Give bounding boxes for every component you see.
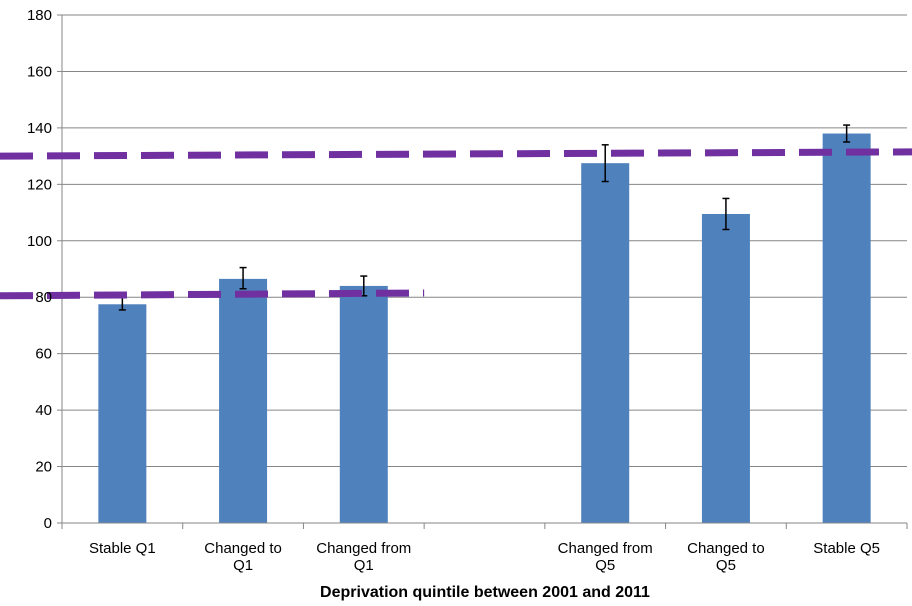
y-tick-label: 60 <box>35 346 52 363</box>
y-tick-label: 20 <box>35 459 52 476</box>
bars <box>98 133 871 524</box>
bar <box>98 304 147 523</box>
x-axis-title: Deprivation quintile between 2001 and 20… <box>320 584 650 601</box>
bar <box>822 133 871 524</box>
error-bar <box>722 197 730 231</box>
y-tick-label: 0 <box>44 515 52 532</box>
y-tick-label: 160 <box>27 63 52 80</box>
category-label: Q1 <box>233 557 253 574</box>
y-tick-label: 40 <box>35 402 52 419</box>
reference-line <box>0 289 425 300</box>
reference-lines <box>0 148 912 300</box>
y-tick-label: 180 <box>27 7 52 24</box>
category-label: Changed from <box>558 540 653 557</box>
y-tick-label: 120 <box>27 176 52 193</box>
category-label: Changed to <box>687 540 765 557</box>
category-label: Q5 <box>595 557 615 574</box>
category-label: Q5 <box>716 557 736 574</box>
category-label: Stable Q1 <box>89 540 156 557</box>
error-bar <box>601 144 609 183</box>
bar <box>581 163 630 523</box>
y-tick-label: 140 <box>27 120 52 137</box>
reference-line <box>0 148 912 160</box>
bar <box>701 213 750 523</box>
category-label: Changed to <box>204 540 282 557</box>
axes <box>57 14 908 529</box>
bar <box>219 278 268 523</box>
category-label: Stable Q5 <box>813 540 880 557</box>
bar <box>339 285 388 523</box>
gridlines <box>62 14 907 468</box>
error-bar <box>843 124 851 143</box>
y-tick-labels: 0 20 40 60 80 100 120 140 160 180 <box>27 7 52 532</box>
y-tick-label: 100 <box>27 233 52 250</box>
category-label: Changed from <box>316 540 411 557</box>
error-bars <box>118 124 851 311</box>
category-label: Q1 <box>354 557 374 574</box>
error-bar <box>239 266 247 290</box>
y-tick-label: 80 <box>35 289 52 306</box>
